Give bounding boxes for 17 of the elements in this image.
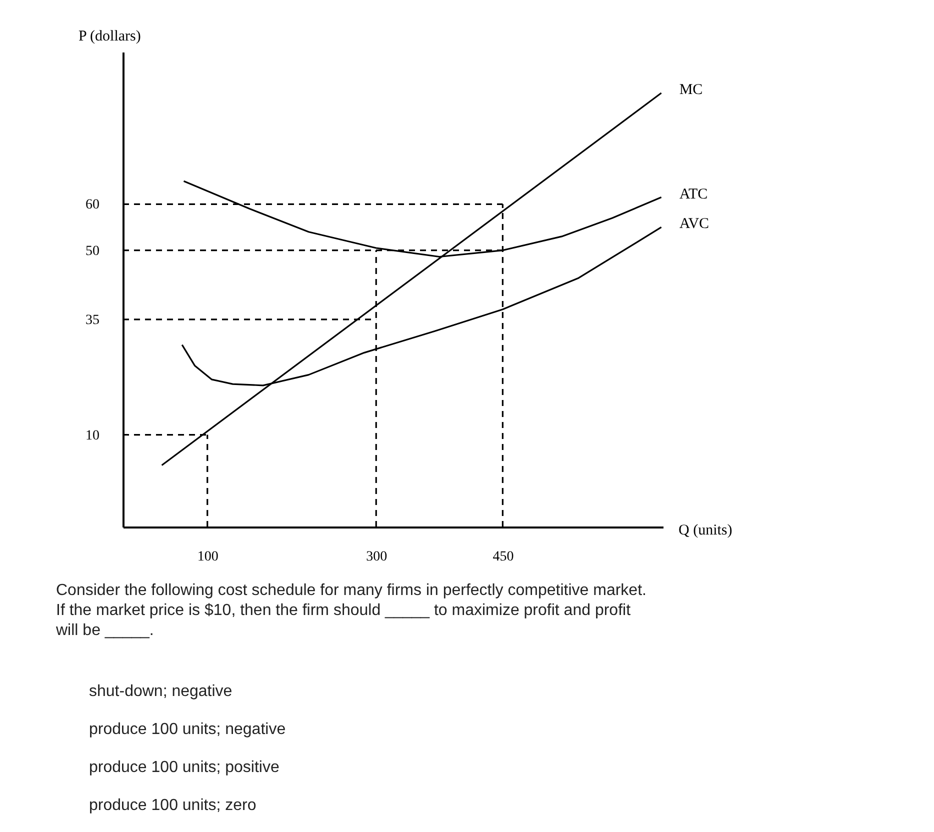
y-tick-label: 50 (86, 244, 100, 259)
series-label: ATC (679, 186, 708, 202)
text: produce 100 units; zero (89, 797, 256, 814)
text: shut-down; negative (89, 683, 232, 700)
text: Consider the following cost schedule for many firms in perfectly competitive market. If the market price is $10, then the firm should _____ to maximize profit and profit will be _____. (55, 582, 646, 639)
series-label: MC (679, 82, 703, 98)
x-tick-label: 450 (492, 550, 514, 564)
series-label: AVC (679, 216, 710, 232)
x-axis-title: Q (units) (678, 522, 732, 538)
y-tick-label: 60 (86, 198, 100, 213)
text: produce 100 units; positive (89, 759, 280, 776)
x-tick-label: 100 (197, 550, 218, 564)
y-axis-title: P (dollars) (78, 28, 141, 44)
y-tick-label: 10 (86, 428, 100, 444)
x-tick-label: 300 (366, 550, 388, 564)
text: produce 100 units; negative (89, 721, 286, 738)
y-tick-label: 35 (86, 312, 100, 328)
